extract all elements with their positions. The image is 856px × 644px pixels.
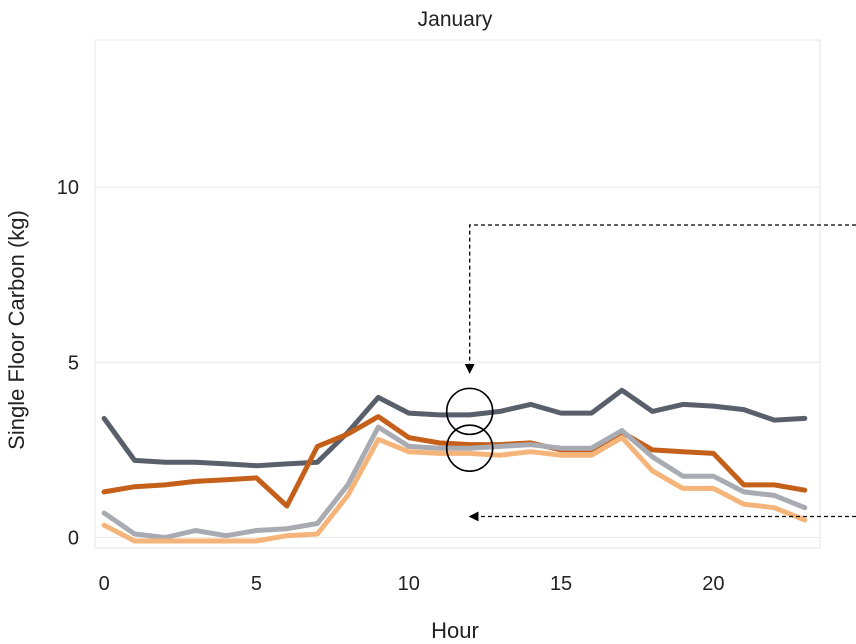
series-line-4 <box>101 435 808 544</box>
highlight-circle-1 <box>445 387 494 436</box>
x-tick-label: 15 <box>550 573 572 595</box>
callout-arrow-down <box>464 224 856 374</box>
x-tick-label: 0 <box>99 573 110 595</box>
y-axis-label: Single Floor Carbon (kg) <box>4 210 29 450</box>
y-tick-labels: 0 5 10 <box>57 177 79 549</box>
chart-title: January <box>418 8 493 31</box>
x-axis-label: Hour <box>431 618 479 643</box>
y-tick-label: 0 <box>68 527 79 549</box>
gridlines <box>95 186 820 538</box>
series-layer <box>101 387 808 544</box>
highlight-circle-2 <box>445 424 494 472</box>
x-tick-label: 5 <box>251 573 262 595</box>
x-tick-label: 20 <box>702 573 724 595</box>
plot-area <box>94 39 821 549</box>
series-line-2 <box>101 414 808 509</box>
plot-border <box>94 39 821 549</box>
series-line-1 <box>101 387 808 469</box>
y-tick-label: 10 <box>57 177 79 199</box>
series-line-3 <box>101 424 808 540</box>
x-tick-labels: 0 5 10 15 20 <box>99 573 725 595</box>
x-tick-label: 10 <box>398 573 420 595</box>
y-tick-label: 5 <box>68 352 79 374</box>
annotation-layer <box>445 224 856 522</box>
